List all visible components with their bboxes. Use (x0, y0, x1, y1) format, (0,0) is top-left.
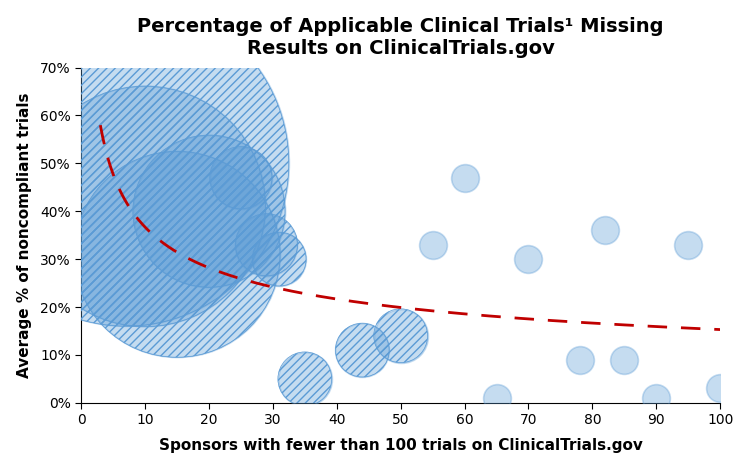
Point (427, 241, 439, 249)
Point (235, 174, 247, 181)
Point (599, 227, 611, 234)
Point (260, 241, 272, 249)
Point (203, 207, 215, 215)
Title: Percentage of Applicable Clinical Trials¹ Missing
Results on ClinicalTrials.gov: Percentage of Applicable Clinical Trials… (137, 16, 664, 58)
Point (273, 255, 285, 263)
Point (650, 394, 662, 402)
Point (171, 251, 183, 258)
Point (120, 160, 132, 167)
Point (260, 241, 272, 249)
Point (490, 394, 502, 402)
Point (714, 384, 726, 392)
Point (682, 241, 694, 249)
Point (394, 332, 406, 339)
Point (458, 174, 470, 181)
Point (394, 332, 406, 339)
Point (139, 203, 151, 210)
Point (356, 346, 368, 354)
Point (203, 207, 215, 215)
Point (574, 356, 586, 363)
Point (523, 255, 535, 263)
Point (171, 251, 183, 258)
Point (356, 346, 368, 354)
Point (273, 255, 285, 263)
Y-axis label: Average % of noncompliant trials: Average % of noncompliant trials (16, 93, 32, 378)
Point (298, 375, 310, 383)
Point (139, 203, 151, 210)
Point (618, 356, 630, 363)
Point (120, 160, 132, 167)
Point (235, 174, 247, 181)
Point (298, 375, 310, 383)
X-axis label: Sponsors with fewer than 100 trials on ClinicalTrials.gov: Sponsors with fewer than 100 trials on C… (159, 439, 643, 454)
